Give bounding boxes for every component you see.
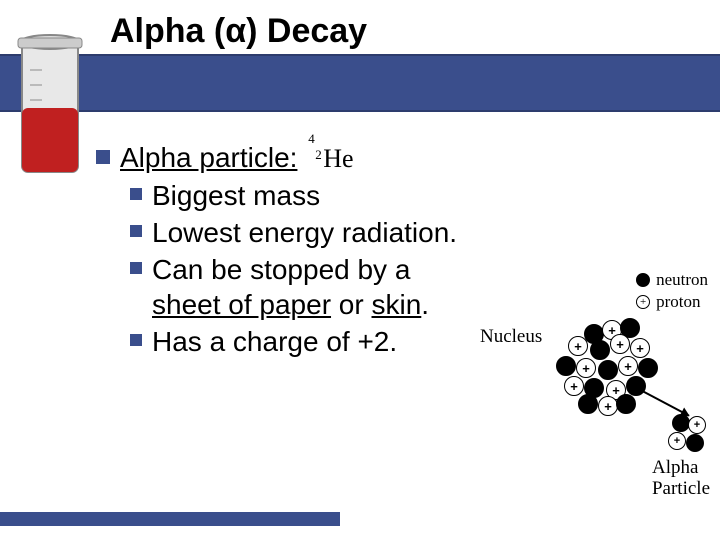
- nucleus-cluster: + + + + + + + + +: [550, 316, 660, 426]
- alpha-particle-label: Alpha particle:: [120, 142, 297, 173]
- nucleus-label: Nucleus: [480, 326, 542, 348]
- bullet-text: Can be stopped by a sheet of paper or sk…: [152, 252, 429, 322]
- bullet-alpha-particle: Alpha particle: 4 2 He: [96, 140, 676, 176]
- diagram-legend: neutron + proton: [636, 270, 708, 314]
- bullet-text: Biggest mass: [152, 178, 320, 213]
- list-item: Lowest energy radiation.: [130, 215, 676, 250]
- list-item: Biggest mass: [130, 178, 676, 213]
- footer-accent-bar: [0, 512, 340, 526]
- bullet-icon: [130, 334, 142, 346]
- neutron-icon: [636, 273, 650, 287]
- bullet-icon: [130, 225, 142, 237]
- legend-neutron: neutron: [636, 270, 708, 290]
- bullet-text: Has a charge of +2.: [152, 324, 397, 359]
- alpha-decay-diagram: neutron + proton Nucleus + + + + + + + +…: [482, 270, 712, 500]
- element-symbol: He: [323, 144, 353, 173]
- bullet-text: Lowest energy radiation.: [152, 215, 457, 250]
- legend-proton: + proton: [636, 292, 708, 312]
- slide-title: Alpha (α) Decay: [110, 12, 367, 51]
- proton-icon: +: [636, 295, 650, 309]
- isotope-notation: 4 2 He: [305, 141, 353, 176]
- beaker-icon: [0, 30, 100, 190]
- bullet-icon: [130, 188, 142, 200]
- alpha-particle-label: Alpha Particle: [652, 458, 710, 500]
- mass-number: 4: [308, 131, 315, 147]
- header-band: [0, 54, 720, 112]
- atomic-number: 2: [315, 147, 322, 163]
- bullet-icon: [130, 262, 142, 274]
- alpha-particle-cluster: + +: [664, 414, 710, 460]
